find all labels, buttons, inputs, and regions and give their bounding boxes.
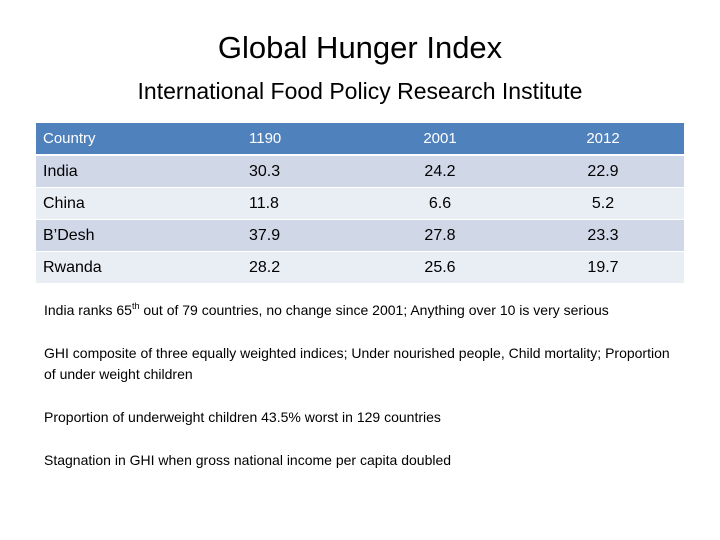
table-row: China 11.8 6.6 5.2 <box>36 187 684 220</box>
note-text: out of 79 countries, no change since 200… <box>139 302 609 318</box>
value-cell: 37.9 <box>197 219 358 252</box>
slide-subtitle: International Food Policy Research Insti… <box>137 78 583 104</box>
value-cell: 30.3 <box>197 154 358 188</box>
note-india-rank: India ranks 65th out of 79 countries, no… <box>44 300 674 321</box>
table-row: B’Desh 37.9 27.8 23.3 <box>36 219 684 252</box>
note-ghi-composite: GHI composite of three equally weighted … <box>44 345 670 382</box>
value-cell: 25.6 <box>358 251 522 283</box>
country-cell: China <box>36 187 197 220</box>
column-header-year: 2012 <box>522 123 684 156</box>
country-cell: Rwanda <box>36 251 197 283</box>
hunger-index-table: Country 1190 2001 2012 India 30.3 24.2 2… <box>36 123 684 283</box>
note-text: India ranks 65 <box>44 302 132 318</box>
value-cell: 11.8 <box>197 187 358 220</box>
note-stagnation: Stagnation in GHI when gross national in… <box>44 452 452 468</box>
value-cell: 24.2 <box>358 154 522 188</box>
value-cell: 6.6 <box>358 187 522 220</box>
value-cell: 27.8 <box>358 219 522 252</box>
value-cell: 5.2 <box>522 187 684 220</box>
ordinal-suffix: th <box>131 301 140 311</box>
notes-section: India ranks 65th out of 79 countries, no… <box>44 300 674 493</box>
value-cell: 23.3 <box>522 219 684 252</box>
country-cell: India <box>36 154 197 188</box>
value-cell: 22.9 <box>522 154 684 188</box>
value-cell: 19.7 <box>522 251 684 283</box>
table-header-row: Country 1190 2001 2012 <box>36 123 684 156</box>
column-header-year: 2001 <box>358 123 522 156</box>
slide-title: Global Hunger Index <box>217 30 503 65</box>
table-row: Rwanda 28.2 25.6 19.7 <box>36 251 684 283</box>
value-cell: 28.2 <box>197 251 358 283</box>
note-underweight: Proportion of underweight children 43.5%… <box>44 409 441 425</box>
column-header-year: 1190 <box>197 123 358 156</box>
column-header-country: Country <box>36 123 197 156</box>
table-row: India 30.3 24.2 22.9 <box>36 154 684 188</box>
country-cell: B’Desh <box>36 219 197 252</box>
